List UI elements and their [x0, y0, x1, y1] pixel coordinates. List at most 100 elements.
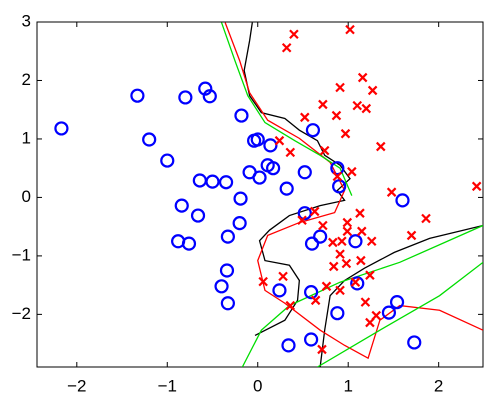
x-tick-label: 0 — [253, 376, 262, 395]
y-tick-label: −1 — [12, 245, 31, 264]
boundary-line — [224, 22, 483, 360]
circle-point — [232, 216, 247, 231]
cross-point — [332, 171, 343, 182]
plot-frame — [36, 21, 484, 368]
cross-point — [361, 103, 372, 114]
cross-point — [285, 300, 296, 311]
boundary-line — [319, 224, 483, 367]
cross-point — [375, 141, 386, 152]
cross-point — [471, 181, 482, 192]
cross-point — [406, 230, 417, 241]
cross-point — [289, 29, 299, 40]
circle-point — [407, 335, 422, 350]
cross-point — [318, 99, 328, 110]
cross-point — [345, 24, 355, 35]
cross-point — [366, 236, 377, 247]
x-tick-label: −1 — [158, 376, 177, 395]
cross-point — [297, 215, 307, 226]
y-tick-label: 3 — [22, 11, 31, 30]
circle-point — [304, 236, 320, 251]
circle-point — [220, 229, 235, 244]
circle-point — [330, 161, 345, 176]
cross-point — [281, 42, 292, 53]
circle-point — [198, 81, 213, 96]
circle-point — [304, 285, 319, 300]
circle-point — [279, 181, 294, 196]
circle-point — [142, 132, 157, 147]
cross-point — [347, 166, 357, 177]
cross-point — [367, 85, 378, 96]
cross-point — [274, 135, 285, 146]
circle-point — [234, 108, 249, 123]
circle-point — [130, 88, 145, 103]
cross-point — [328, 237, 338, 248]
cross-point — [278, 271, 288, 282]
circle-point — [218, 175, 234, 190]
circle-point — [330, 306, 345, 321]
circle-point — [242, 165, 257, 180]
y-tick-label: 0 — [22, 187, 31, 206]
y-tick-label: 1 — [22, 128, 31, 147]
boundary-line — [220, 22, 353, 196]
x-tick-label: 1 — [343, 376, 352, 395]
cross-point — [335, 285, 345, 296]
circle-point — [297, 165, 312, 180]
cross-point — [335, 249, 345, 259]
circle-point — [348, 234, 363, 249]
circle-point — [266, 161, 281, 176]
circle-point — [219, 263, 235, 278]
circle-point — [313, 229, 328, 244]
circle-point — [297, 206, 312, 221]
cross-point — [342, 217, 353, 228]
cross-point — [331, 110, 342, 121]
circle-point — [272, 283, 287, 298]
y-tick-label: 2 — [22, 70, 31, 89]
y-tick-label: −2 — [12, 304, 31, 323]
cross-point — [357, 72, 368, 83]
cross-point — [318, 220, 328, 231]
circle-point — [174, 198, 189, 213]
cross-point — [342, 226, 353, 237]
circle-point — [305, 123, 321, 138]
circle-point — [381, 305, 397, 320]
cross-point — [360, 297, 371, 307]
circle-point — [350, 276, 365, 291]
cross-point — [421, 213, 431, 224]
cross-point — [285, 147, 296, 158]
plot-area — [54, 22, 483, 367]
circle-point — [214, 279, 229, 294]
circle-point — [220, 296, 235, 311]
circle-point — [202, 89, 217, 104]
x-tick-label: 2 — [434, 376, 443, 395]
circle-point — [54, 121, 69, 136]
circle-point — [178, 90, 193, 105]
cross-point — [328, 261, 339, 272]
cross-point — [365, 270, 375, 280]
cross-point — [310, 295, 321, 306]
circle-point — [181, 236, 197, 251]
cross-point — [352, 100, 363, 111]
cross-point — [386, 187, 397, 197]
circle-point — [233, 191, 248, 206]
cross-point — [258, 276, 268, 287]
cross-point — [356, 255, 366, 266]
circle-point — [160, 153, 175, 168]
circle-point — [395, 193, 410, 208]
cross-point — [341, 258, 352, 269]
circle-point — [205, 174, 220, 189]
cross-point — [300, 112, 310, 123]
cross-point — [365, 317, 375, 328]
cross-point — [321, 281, 332, 292]
cross-point — [340, 128, 351, 139]
cross-point — [317, 344, 327, 355]
circle-point — [304, 332, 319, 347]
cross-point — [337, 236, 347, 247]
cross-point — [350, 277, 361, 287]
cross-point — [371, 310, 382, 321]
circle-point — [250, 132, 265, 147]
cross-point — [355, 208, 365, 218]
cross-point — [319, 145, 330, 156]
circle-point — [263, 138, 278, 153]
circle-point — [332, 179, 347, 194]
